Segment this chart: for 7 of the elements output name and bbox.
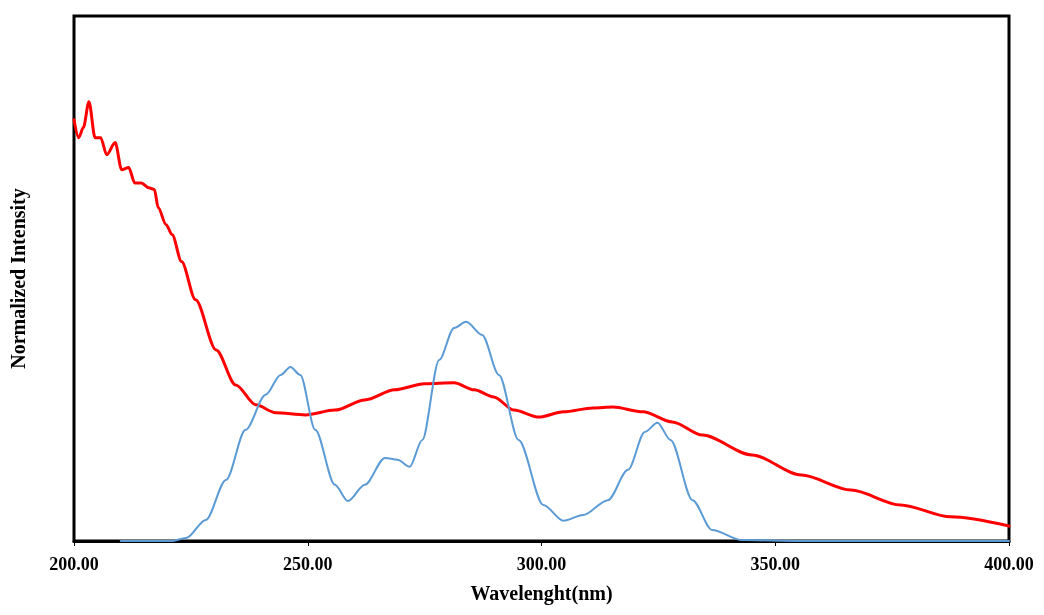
x-axis-title: Wavelenght(nm)	[470, 582, 613, 605]
x-tick-label: 200.00	[49, 554, 99, 574]
x-tick-label: 350.00	[750, 554, 800, 574]
y-axis-title: Normalized Intensity	[7, 188, 30, 369]
x-tick-label: 250.00	[283, 554, 333, 574]
x-tick-label: 300.00	[516, 554, 567, 574]
x-tick-label: 400.00	[984, 554, 1034, 574]
